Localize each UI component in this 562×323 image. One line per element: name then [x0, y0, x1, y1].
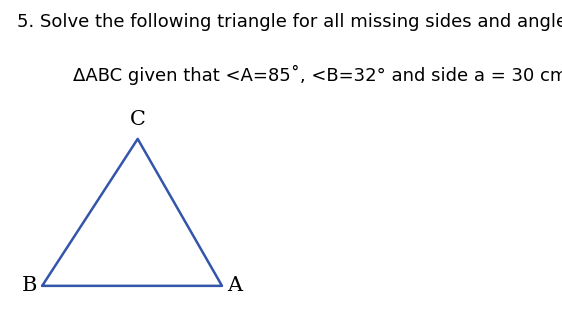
- Text: C: C: [130, 110, 146, 129]
- Text: B: B: [21, 276, 37, 295]
- Text: ΔABC given that <A=85˚, <B=32° and side a = 30 cm: ΔABC given that <A=85˚, <B=32° and side …: [73, 65, 562, 85]
- Text: A: A: [228, 276, 243, 295]
- Text: 5. Solve the following triangle for all missing sides and angle:: 5. Solve the following triangle for all …: [17, 13, 562, 31]
